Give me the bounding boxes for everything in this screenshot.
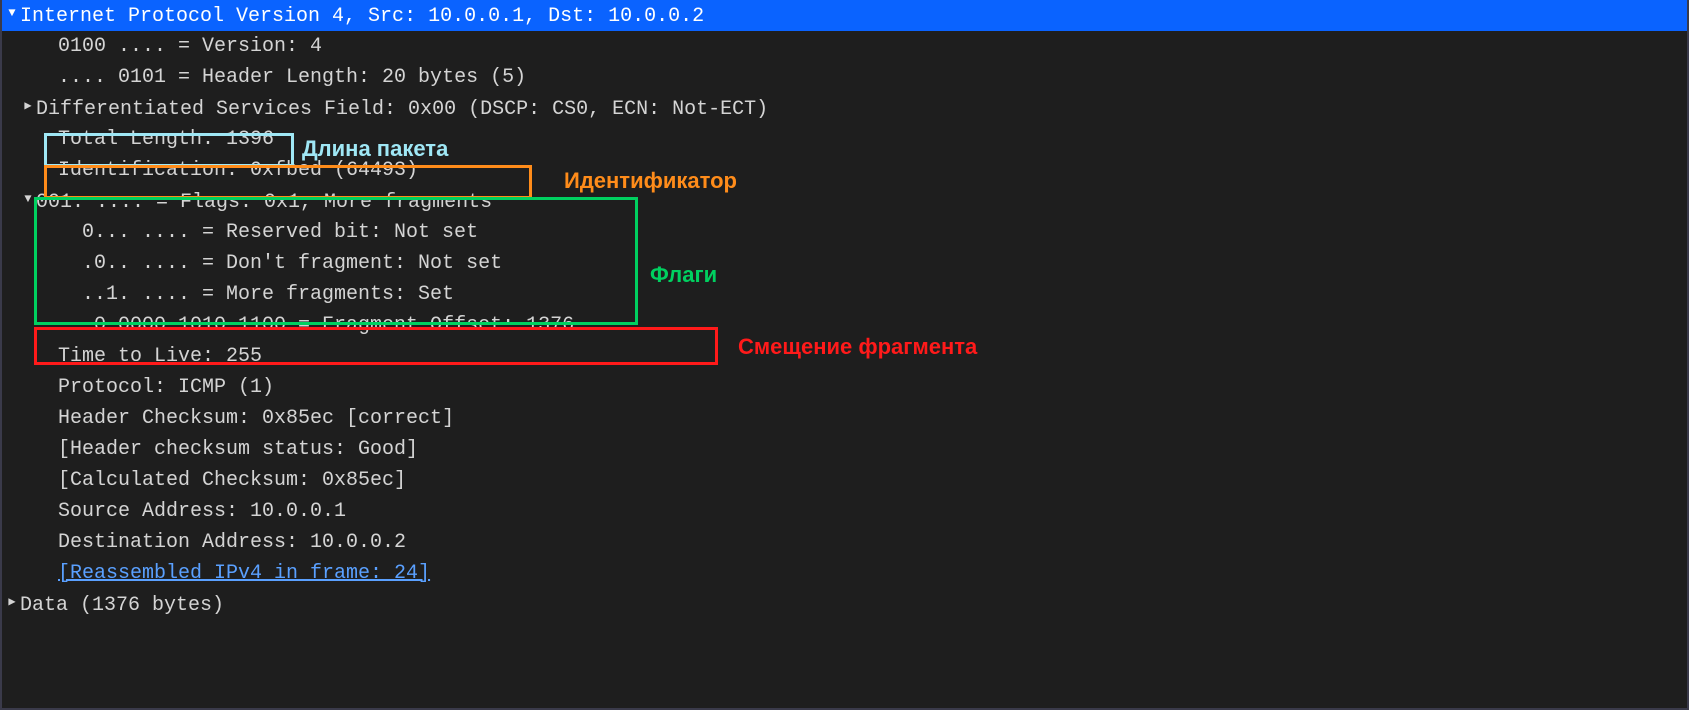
expand-icon[interactable] [20, 184, 36, 215]
tree-row-text: Header Checksum: 0x85ec [correct] [58, 407, 454, 430]
tree-row-text: Destination Address: 10.0.0.2 [58, 531, 406, 554]
tree-row-text: ..1. .... = More fragments: Set [82, 283, 454, 306]
protocol-tree[interactable]: Internet Protocol Version 4, Src: 10.0.0… [2, 0, 1687, 620]
tree-row-text: Identification: 0xfbed (64493) [58, 159, 418, 182]
tree-row-text: Protocol: ICMP (1) [58, 376, 274, 399]
tree-row[interactable]: Header Checksum: 0x85ec [correct] [2, 403, 1687, 434]
tree-row[interactable]: [Header checksum status: Good] [2, 434, 1687, 465]
tree-row[interactable]: .0.. .... = Don't fragment: Not set [2, 248, 1687, 279]
tree-row-text: Differentiated Services Field: 0x00 (DSC… [36, 98, 768, 121]
tree-row[interactable]: Destination Address: 10.0.0.2 [2, 527, 1687, 558]
tree-row-text: .0.. .... = Don't fragment: Not set [82, 252, 502, 275]
tree-row-text: ...0 0000 1010 1100 = Fragment Offset: 1… [58, 314, 574, 337]
tree-row-text: Internet Protocol Version 4, Src: 10.0.0… [20, 5, 704, 28]
collapse-icon[interactable] [4, 587, 20, 618]
tree-row[interactable]: Internet Protocol Version 4, Src: 10.0.0… [2, 0, 1687, 31]
tree-row[interactable]: 0... .... = Reserved bit: Not set [2, 217, 1687, 248]
tree-row[interactable]: Identification: 0xfbed (64493) [2, 155, 1687, 186]
tree-row[interactable]: .... 0101 = Header Length: 20 bytes (5) [2, 62, 1687, 93]
tree-row-text: [Calculated Checksum: 0x85ec] [58, 469, 406, 492]
tree-row[interactable]: Total Length: 1396 [2, 124, 1687, 155]
tree-row[interactable]: 001. .... = Flags: 0x1, More fragments [2, 186, 1687, 217]
tree-row[interactable]: Source Address: 10.0.0.1 [2, 496, 1687, 527]
tree-row-text: Data (1376 bytes) [20, 594, 224, 617]
tree-row[interactable]: ..1. .... = More fragments: Set [2, 279, 1687, 310]
tree-row[interactable]: ...0 0000 1010 1100 = Fragment Offset: 1… [2, 310, 1687, 341]
tree-row[interactable]: Data (1376 bytes) [2, 589, 1687, 620]
tree-row[interactable]: [Reassembled IPv4 in frame: 24] [2, 558, 1687, 589]
tree-row[interactable]: [Calculated Checksum: 0x85ec] [2, 465, 1687, 496]
expand-icon[interactable] [4, 0, 20, 29]
tree-row-text: Source Address: 10.0.0.1 [58, 500, 346, 523]
tree-row[interactable]: Protocol: ICMP (1) [2, 372, 1687, 403]
packet-details-pane[interactable]: Internet Protocol Version 4, Src: 10.0.0… [0, 0, 1689, 710]
tree-row-text: 0100 .... = Version: 4 [58, 35, 322, 58]
tree-row[interactable]: 0100 .... = Version: 4 [2, 31, 1687, 62]
collapse-icon[interactable] [20, 91, 36, 122]
tree-row-text: Total Length: 1396 [58, 128, 274, 151]
tree-row-text: Time to Live: 255 [58, 345, 262, 368]
tree-row[interactable]: Differentiated Services Field: 0x00 (DSC… [2, 93, 1687, 124]
tree-row-text: 001. .... = Flags: 0x1, More fragments [36, 191, 492, 214]
tree-row-text: [Header checksum status: Good] [58, 438, 418, 461]
tree-row[interactable]: Time to Live: 255 [2, 341, 1687, 372]
tree-row-text: 0... .... = Reserved bit: Not set [82, 221, 478, 244]
tree-row-text: .... 0101 = Header Length: 20 bytes (5) [58, 66, 526, 89]
tree-row-text: [Reassembled IPv4 in frame: 24] [58, 562, 430, 585]
